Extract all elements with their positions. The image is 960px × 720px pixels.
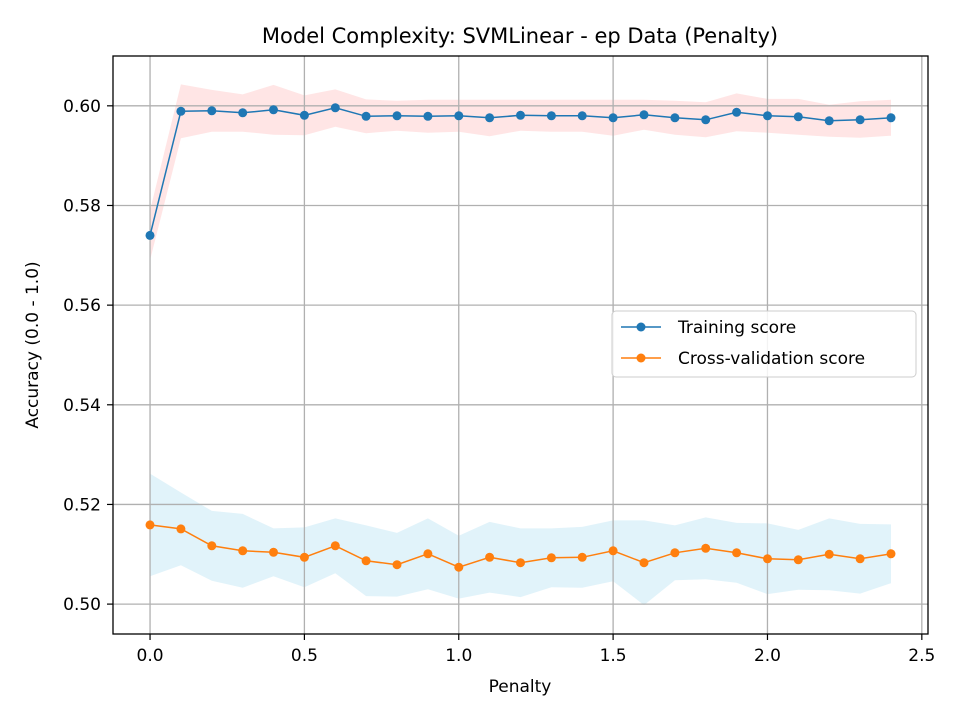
chart-title: Model Complexity: SVMLinear - ep Data (P… (262, 24, 778, 48)
y-tick-label: 0.50 (63, 595, 101, 615)
point-training-score (701, 115, 711, 125)
point-cross-validation-score (886, 549, 896, 559)
point-cross-validation-score (732, 548, 742, 558)
point-training-score (238, 108, 248, 118)
y-tick-label: 0.58 (63, 196, 101, 216)
x-tick-label: 0.0 (137, 646, 164, 666)
point-training-score (577, 111, 587, 121)
band-cross-validation-score (150, 473, 891, 606)
legend-marker-cross-validation (636, 353, 646, 363)
x-axis-ticks: 0.0 0.5 1.0 1.5 2.0 2.5 (137, 634, 935, 666)
point-cross-validation-score (454, 562, 464, 572)
point-cross-validation-score (855, 554, 865, 564)
point-cross-validation-score (423, 549, 433, 559)
point-cross-validation-score (546, 553, 556, 563)
point-cross-validation-score (516, 558, 525, 568)
x-tick-label: 2.0 (754, 646, 781, 666)
point-cross-validation-score (824, 549, 834, 559)
point-cross-validation-score (330, 541, 340, 551)
point-training-score (207, 106, 217, 116)
y-axis-label: Accuracy (0.0 - 1.0) (23, 261, 43, 428)
point-cross-validation-score (392, 560, 402, 570)
axes-frame (112, 55, 929, 635)
point-training-score (763, 111, 772, 121)
point-training-score (176, 106, 186, 116)
point-cross-validation-score (793, 555, 803, 565)
point-cross-validation-score (639, 558, 649, 568)
point-training-score (608, 113, 618, 123)
point-cross-validation-score (269, 547, 278, 557)
band-training-score (150, 84, 891, 261)
point-training-score (670, 113, 680, 123)
point-cross-validation-score (670, 548, 680, 558)
point-cross-validation-score (701, 543, 711, 553)
point-training-score (423, 111, 433, 121)
point-training-score (639, 110, 649, 120)
series-markers (145, 103, 896, 572)
point-cross-validation-score (176, 524, 186, 534)
y-tick-label: 0.56 (63, 296, 101, 316)
y-axis-ticks: 0.50 0.52 0.54 0.56 0.58 0.60 (63, 97, 113, 615)
point-training-score (855, 115, 865, 125)
point-training-score (330, 103, 340, 113)
point-training-score (361, 111, 371, 121)
x-tick-label: 1.0 (445, 646, 472, 666)
point-training-score (454, 111, 464, 121)
point-cross-validation-score (608, 546, 618, 556)
point-training-score (793, 112, 803, 122)
point-cross-validation-score (145, 520, 155, 530)
confidence-bands (150, 84, 891, 606)
legend-label-training: Training score (677, 318, 796, 338)
point-cross-validation-score (238, 546, 248, 556)
y-tick-label: 0.60 (63, 97, 101, 117)
point-cross-validation-score (763, 554, 772, 564)
point-cross-validation-score (299, 552, 309, 562)
x-axis-label: Penalty (489, 677, 552, 697)
point-training-score (732, 107, 742, 117)
legend-marker-training (636, 322, 646, 332)
point-training-score (516, 110, 525, 120)
point-cross-validation-score (577, 552, 587, 562)
point-training-score (145, 230, 155, 240)
point-training-score (546, 111, 556, 121)
point-training-score (392, 111, 402, 121)
x-tick-label: 0.5 (291, 646, 318, 666)
point-training-score (299, 110, 309, 120)
point-cross-validation-score (207, 541, 217, 551)
point-training-score (485, 113, 495, 123)
point-cross-validation-score (485, 552, 495, 562)
point-training-score (824, 116, 834, 126)
point-training-score (269, 105, 278, 115)
y-tick-label: 0.54 (63, 396, 101, 416)
legend-box (611, 310, 917, 378)
grid-lines (113, 56, 928, 634)
x-tick-label: 2.5 (908, 646, 935, 666)
point-training-score (886, 113, 896, 123)
legend: Training score Cross-validation score (611, 310, 917, 378)
x-tick-label: 1.5 (600, 646, 627, 666)
y-tick-label: 0.52 (63, 495, 101, 515)
point-cross-validation-score (361, 556, 371, 566)
legend-label-cross-validation: Cross-validation score (678, 349, 865, 369)
